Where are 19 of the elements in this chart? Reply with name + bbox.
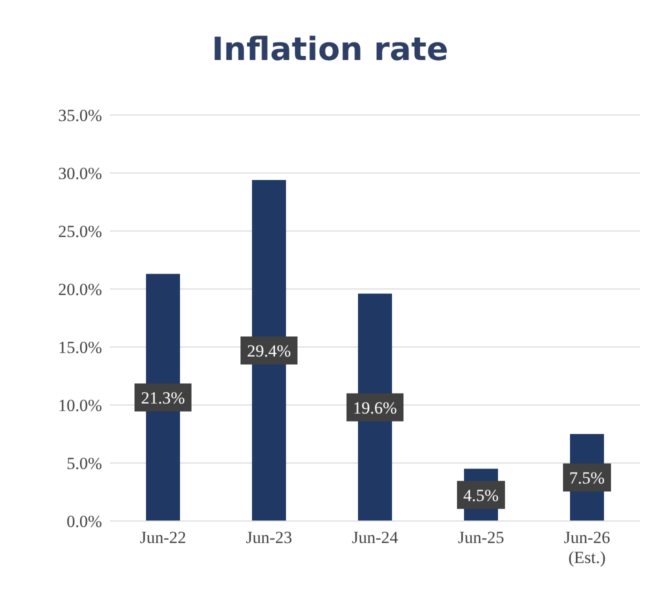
data-label: 7.5% xyxy=(569,468,605,488)
data-label: 4.5% xyxy=(463,486,499,505)
x-tick-label: Jun-25 xyxy=(458,528,504,547)
y-tick-label: 20.0% xyxy=(58,280,102,300)
y-tick-label: 10.0% xyxy=(58,396,102,416)
x-tick-label: Jun-24 xyxy=(352,528,399,547)
data-label: 29.4% xyxy=(247,341,291,360)
x-tick-label: Jun-26 (Est.) xyxy=(564,528,610,567)
y-tick-label: 5.0% xyxy=(66,454,102,474)
x-tick-label: Jun-23 xyxy=(246,528,292,547)
data-label: 19.6% xyxy=(353,398,397,418)
y-tick-label: 0.0% xyxy=(66,512,102,532)
x-tick-label: Jun-22 xyxy=(140,528,186,547)
y-tick-label: 15.0% xyxy=(58,338,102,358)
y-tick-label: 25.0% xyxy=(58,222,102,242)
data-label: 21.3% xyxy=(141,388,185,408)
y-tick-label: 30.0% xyxy=(58,164,102,184)
y-tick-label: 35.0% xyxy=(58,106,102,126)
chart-title: Inflation rate xyxy=(210,30,450,68)
